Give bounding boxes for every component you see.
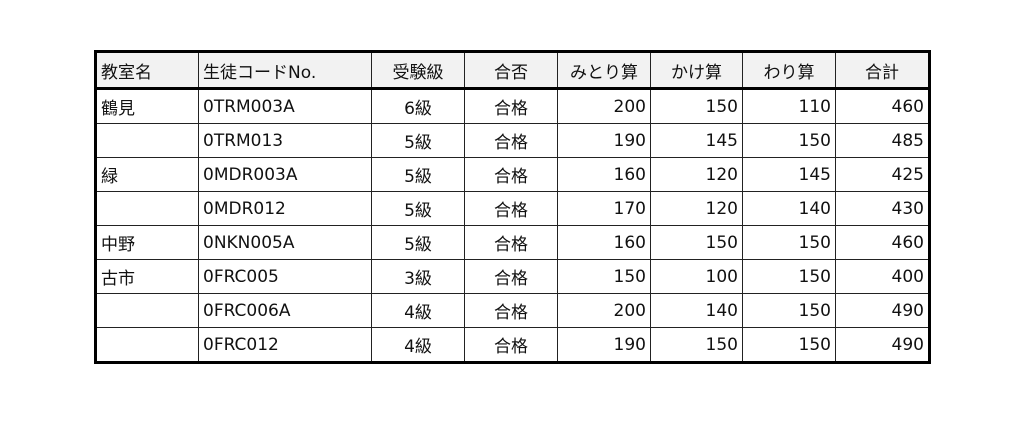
cell-total: 485 bbox=[835, 123, 930, 158]
cell-classroom bbox=[95, 327, 199, 363]
cell-pass-fail: 合格 bbox=[464, 191, 558, 226]
cell-grade: 5級 bbox=[371, 225, 465, 260]
cell-division: 150 bbox=[742, 259, 836, 294]
cell-grade: 6級 bbox=[371, 88, 465, 124]
cell-grade: 3級 bbox=[371, 259, 465, 294]
table-row: 緑 0MDR003A 5級 合格 160 120 145 425 bbox=[95, 157, 930, 192]
results-table: 教室名 生徒コードNo. 受験級 合否 みとり算 かけ算 わり算 合計 鶴見 0TRM003A 6… bbox=[94, 50, 931, 364]
cell-mitori: 200 bbox=[557, 88, 651, 124]
cell-mitori: 190 bbox=[557, 123, 651, 158]
cell-classroom bbox=[95, 123, 199, 158]
cell-multiplication: 120 bbox=[650, 191, 743, 226]
cell-division: 150 bbox=[742, 293, 836, 328]
table-row: 0TRM013 5級 合格 190 145 150 485 bbox=[95, 123, 930, 158]
table-row: 鶴見 0TRM003A 6級 合格 200 150 110 460 bbox=[95, 88, 930, 124]
cell-multiplication: 100 bbox=[650, 259, 743, 294]
cell-classroom bbox=[95, 293, 199, 328]
cell-classroom bbox=[95, 191, 199, 226]
cell-total: 400 bbox=[835, 259, 930, 294]
cell-student-code: 0TRM013 bbox=[198, 123, 372, 158]
cell-multiplication: 120 bbox=[650, 157, 743, 192]
cell-division: 150 bbox=[742, 123, 836, 158]
header-classroom: 教室名 bbox=[95, 51, 199, 90]
cell-total: 490 bbox=[835, 327, 930, 363]
cell-classroom: 古市 bbox=[95, 259, 199, 294]
cell-multiplication: 140 bbox=[650, 293, 743, 328]
cell-mitori: 160 bbox=[557, 157, 651, 192]
cell-student-code: 0FRC006A bbox=[198, 293, 372, 328]
cell-mitori: 200 bbox=[557, 293, 651, 328]
cell-multiplication: 150 bbox=[650, 88, 743, 124]
cell-pass-fail: 合格 bbox=[464, 293, 558, 328]
cell-student-code: 0MDR003A bbox=[198, 157, 372, 192]
table-row: 中野 0NKN005A 5級 合格 160 150 150 460 bbox=[95, 225, 930, 260]
cell-multiplication: 150 bbox=[650, 225, 743, 260]
cell-total: 430 bbox=[835, 191, 930, 226]
cell-mitori: 190 bbox=[557, 327, 651, 363]
cell-pass-fail: 合格 bbox=[464, 88, 558, 124]
cell-grade: 5級 bbox=[371, 123, 465, 158]
table-row: 0FRC012 4級 合格 190 150 150 490 bbox=[95, 327, 930, 363]
cell-classroom: 鶴見 bbox=[95, 88, 199, 124]
cell-student-code: 0NKN005A bbox=[198, 225, 372, 260]
cell-mitori: 150 bbox=[557, 259, 651, 294]
cell-division: 140 bbox=[742, 191, 836, 226]
cell-student-code: 0TRM003A bbox=[198, 88, 372, 124]
cell-multiplication: 145 bbox=[650, 123, 743, 158]
cell-student-code: 0FRC005 bbox=[198, 259, 372, 294]
cell-pass-fail: 合格 bbox=[464, 327, 558, 363]
cell-mitori: 160 bbox=[557, 225, 651, 260]
cell-multiplication: 150 bbox=[650, 327, 743, 363]
header-student-code: 生徒コードNo. bbox=[198, 51, 372, 90]
cell-classroom: 緑 bbox=[95, 157, 199, 192]
cell-total: 460 bbox=[835, 225, 930, 260]
header-mitori: みとり算 bbox=[557, 51, 651, 90]
table-row: 0FRC006A 4級 合格 200 140 150 490 bbox=[95, 293, 930, 328]
header-row: 教室名 生徒コードNo. 受験級 合否 みとり算 かけ算 わり算 合計 bbox=[95, 51, 930, 90]
cell-total: 425 bbox=[835, 157, 930, 192]
header-multiplication: かけ算 bbox=[650, 51, 743, 90]
header-grade: 受験級 bbox=[371, 51, 465, 90]
cell-pass-fail: 合格 bbox=[464, 123, 558, 158]
cell-total: 490 bbox=[835, 293, 930, 328]
table-row: 古市 0FRC005 3級 合格 150 100 150 400 bbox=[95, 259, 930, 294]
cell-classroom: 中野 bbox=[95, 225, 199, 260]
cell-grade: 4級 bbox=[371, 293, 465, 328]
cell-division: 145 bbox=[742, 157, 836, 192]
cell-total: 460 bbox=[835, 88, 930, 124]
cell-division: 110 bbox=[742, 88, 836, 124]
cell-grade: 5級 bbox=[371, 157, 465, 192]
cell-grade: 5級 bbox=[371, 191, 465, 226]
cell-mitori: 170 bbox=[557, 191, 651, 226]
table-row: 0MDR012 5級 合格 170 120 140 430 bbox=[95, 191, 930, 226]
header-total: 合計 bbox=[835, 51, 930, 90]
cell-division: 150 bbox=[742, 327, 836, 363]
cell-pass-fail: 合格 bbox=[464, 225, 558, 260]
header-division: わり算 bbox=[742, 51, 836, 90]
cell-grade: 4級 bbox=[371, 327, 465, 363]
cell-student-code: 0FRC012 bbox=[198, 327, 372, 363]
cell-student-code: 0MDR012 bbox=[198, 191, 372, 226]
cell-pass-fail: 合格 bbox=[464, 157, 558, 192]
cell-pass-fail: 合格 bbox=[464, 259, 558, 294]
header-pass-fail: 合否 bbox=[464, 51, 558, 90]
cell-division: 150 bbox=[742, 225, 836, 260]
